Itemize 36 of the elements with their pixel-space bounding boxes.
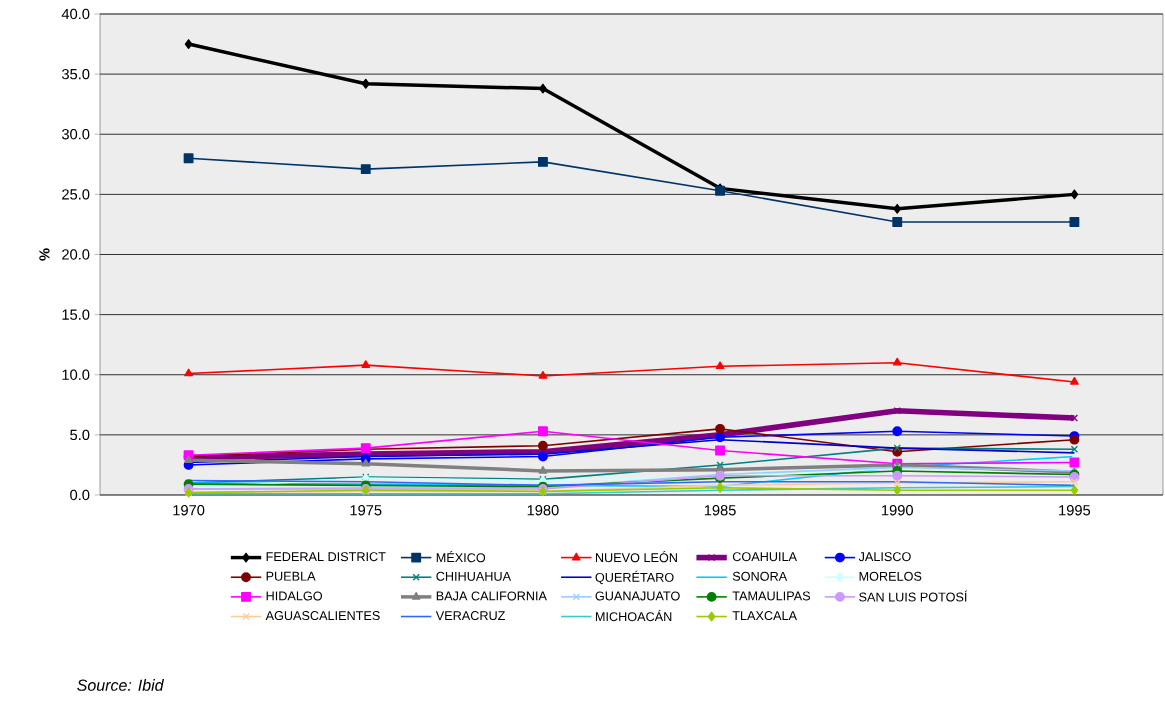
legend-label: CHIHUAHUA <box>436 571 512 581</box>
legend-label: FEDERAL DISTRICT <box>266 552 386 562</box>
legend-label: SAN LUIS POTOSÍ <box>859 590 968 602</box>
x-tick-label: 1980 <box>527 505 559 516</box>
legend-label: TAMAULIPAS <box>732 591 811 601</box>
legend-label: COAHUILA <box>732 552 797 562</box>
y-tick-label: 20.0 <box>62 249 90 260</box>
y-tick-label: 35.0 <box>61 68 90 80</box>
legend-label: JALISCO <box>858 552 911 562</box>
legend-label: GUANAJUATO <box>595 591 680 601</box>
legend-label: TLAXCALA <box>732 611 797 621</box>
y-tick-label: 15.0 <box>62 309 90 320</box>
y-axis-title: % <box>39 248 50 261</box>
legend-label: QUERÉTARO <box>595 570 674 585</box>
x-tick-label: 1995 <box>1059 505 1091 516</box>
legend-label: MICHOACÁN <box>595 610 672 622</box>
legend-label: MÉXICO <box>436 551 486 563</box>
x-tick-label: 1985 <box>704 505 736 516</box>
y-tick-label: 40.0 <box>61 8 90 20</box>
y-tick-label: 5.0 <box>70 429 90 441</box>
legend-label: VERACRUZ <box>435 611 506 621</box>
legend-label: MORELOS <box>859 571 922 581</box>
x-tick-label: 1970 <box>173 505 205 516</box>
legend-label: HIDALGO <box>266 591 322 601</box>
y-tick-label: 10.0 <box>62 369 90 380</box>
x-tick-label: 1975 <box>350 505 382 516</box>
y-tick-label: 0.0 <box>70 489 90 501</box>
legend-label: AGUASCALIENTES <box>265 611 380 621</box>
y-tick-label: 30.0 <box>61 129 90 140</box>
legend-label: NUEVO LEÓN <box>595 551 677 563</box>
y-tick-label: 25.0 <box>62 189 90 200</box>
legend-label: BAJA CALIFORNIA <box>436 591 547 601</box>
legend-label: SONORA <box>732 571 788 581</box>
source-note: Source: Ibid <box>77 679 164 691</box>
x-tick-label: 1990 <box>882 505 913 516</box>
legend-label: PUEBLA <box>266 571 316 581</box>
